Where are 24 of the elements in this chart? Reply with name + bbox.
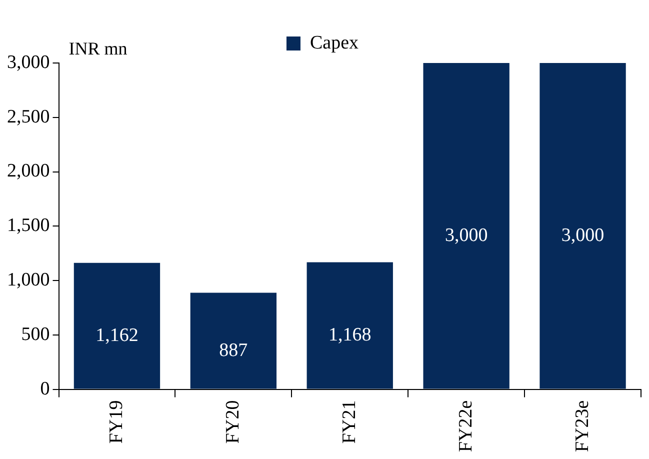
x-tick-label: FY19 (106, 400, 127, 444)
x-tick-label: FY20 (222, 400, 244, 444)
y-tick-label: 1,500 (7, 215, 50, 236)
y-tick-label: 3,000 (7, 52, 50, 73)
x-tick-label: FY23e (572, 400, 593, 452)
y-tick-label: 0 (40, 378, 50, 400)
data-label: 3,000 (561, 224, 604, 246)
x-tick-label: FY22e (455, 400, 476, 452)
bar (423, 63, 510, 389)
y-tick-label: 2,000 (7, 160, 50, 182)
data-label: 1,168 (328, 324, 372, 346)
bar (74, 262, 160, 389)
y-tick-label: 1,000 (7, 270, 50, 291)
y-tick-label: 500 (21, 324, 50, 345)
bar (306, 262, 393, 389)
data-label: 1,162 (96, 324, 138, 346)
bar (190, 292, 277, 389)
data-label: 887 (219, 340, 248, 361)
bar (540, 63, 626, 389)
x-tick-label: FY21 (338, 400, 360, 444)
y-tick-label: 2,500 (7, 106, 50, 128)
legend-label: Capex (310, 32, 360, 54)
y-axis-title: INR mn (68, 38, 128, 59)
data-label: 3,000 (444, 224, 488, 246)
